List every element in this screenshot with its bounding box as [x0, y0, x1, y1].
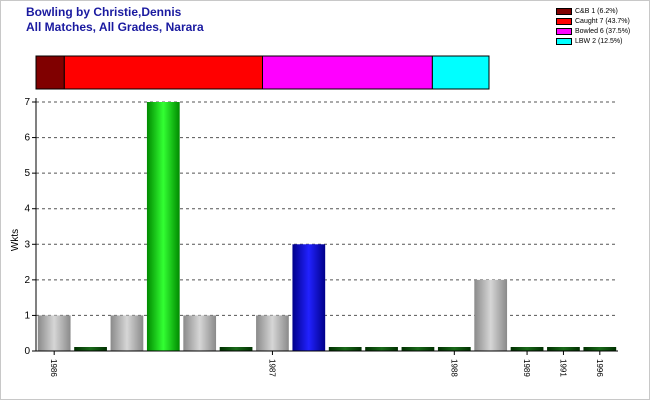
stacked-segment-0: [35, 55, 65, 90]
bar: [474, 279, 508, 351]
y-tick-label: 2: [24, 275, 30, 286]
legend-swatch-cb: [556, 7, 572, 15]
dismissal-stacked-bar: [35, 55, 490, 90]
legend-item-caught: Caught 7 (43.7%): [556, 16, 630, 26]
title-line-1: Bowling by Christie,Dennis: [26, 5, 182, 19]
bars: [37, 102, 617, 351]
y-tick-label: 0: [24, 346, 30, 357]
bar: [256, 315, 289, 351]
legend-swatch-bowled: [556, 27, 572, 35]
bar: [547, 347, 580, 351]
legend-item-lbw: LBW 2 (12.5%): [556, 36, 630, 46]
y-tick-label: 5: [24, 168, 30, 179]
bar: [328, 347, 362, 351]
y-tick-label: 7: [24, 97, 30, 108]
stacked-segment-1: [63, 55, 263, 90]
x-tick-label: 1987: [267, 359, 276, 377]
x-tick-label: 1986: [49, 359, 58, 377]
x-tick-label: 1991: [558, 359, 567, 377]
bar: [292, 244, 326, 351]
bar: [437, 347, 471, 351]
legend-label-lbw: LBW 2 (12.5%): [575, 37, 623, 45]
stacked-segment-2: [262, 55, 433, 90]
bar: [401, 347, 435, 351]
bar: [146, 102, 180, 351]
legend: C&B 1 (6.2%) Caught 7 (43.7%) Bowled 6 (…: [556, 6, 630, 46]
y-axis-label: Wkts: [10, 229, 21, 251]
y-tick-label: 1: [24, 310, 30, 321]
legend-item-cb: C&B 1 (6.2%): [556, 6, 630, 16]
axes: 0 1 2 3 4 5 6 7 1986 1987 1988 1989 1991 1996: [24, 97, 618, 377]
bar: [510, 347, 544, 351]
y-tick-label: 4: [24, 204, 30, 215]
bar: [365, 347, 398, 351]
legend-item-bowled: Bowled 6 (37.5%): [556, 26, 630, 36]
x-tick-label: 1989: [522, 359, 531, 377]
gridlines: [36, 101, 618, 316]
legend-label-cb: C&B 1 (6.2%): [575, 7, 618, 15]
title-line-2: All Matches, All Grades, Narara: [26, 20, 204, 34]
chart-title: Bowling by Christie,Dennis All Matches, …: [26, 5, 204, 35]
bar: [74, 347, 107, 351]
bar: [37, 315, 71, 351]
bar: [583, 347, 617, 351]
bar: [183, 315, 217, 351]
x-tick-label: 1988: [449, 359, 458, 377]
legend-swatch-lbw: [556, 37, 572, 45]
legend-label-bowled: Bowled 6 (37.5%): [575, 27, 631, 35]
bar: [219, 347, 253, 351]
y-tick-label: 6: [24, 133, 30, 144]
y-tick-label: 3: [24, 239, 30, 250]
legend-swatch-caught: [556, 17, 572, 25]
stacked-segment-3: [431, 55, 490, 90]
bar: [110, 315, 144, 351]
legend-label-caught: Caught 7 (43.7%): [575, 17, 630, 25]
x-tick-label: 1996: [595, 359, 604, 377]
